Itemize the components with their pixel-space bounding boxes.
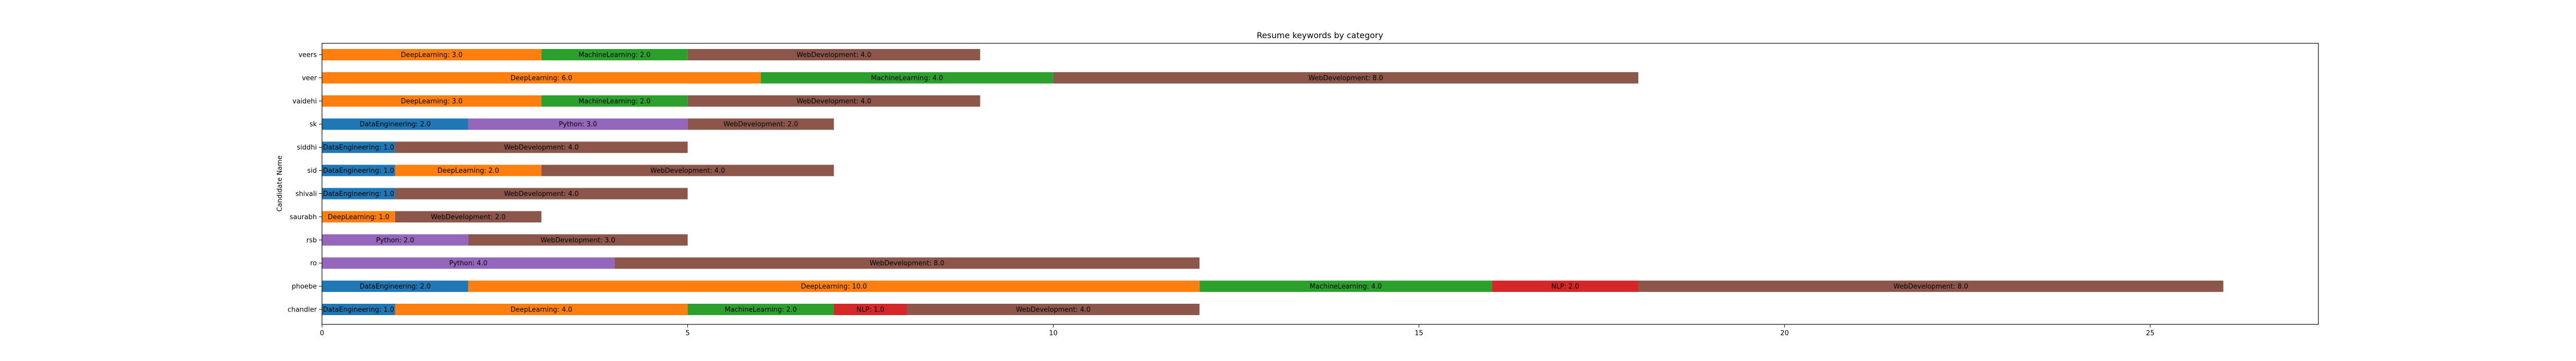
bar-segment-siddhi-webdevelopment: [395, 141, 688, 153]
bar-segment-ro-webdevelopment: [614, 257, 1200, 269]
y-tick-label-rsb: rsb: [307, 237, 317, 244]
bar-segment-chandler-webdevelopment: [907, 304, 1200, 315]
bar-segment-sid-webdevelopment: [541, 165, 834, 176]
segment-label-phoebe-machinelearning: MachineLearning: 4.0: [1310, 283, 1382, 291]
bar-segment-sk-webdevelopment: [687, 118, 834, 130]
bar-segment-rsb-webdevelopment: [468, 234, 688, 246]
bar-segment-shivali-webdevelopment: [395, 188, 688, 200]
segment-label-veers-webdevelopment: WebDevelopment: 4.0: [796, 52, 871, 59]
bar-segment-vaidehi-webdevelopment: [687, 95, 980, 107]
y-tick-label-vaidehi: vaidehi: [293, 97, 317, 105]
bar-segment-chandler-nlp: [834, 304, 907, 315]
bar-segment-chandler-dataengineering: [322, 304, 395, 315]
segment-label-vaidehi-deeplearning: DeepLearning: 3.0: [401, 97, 463, 105]
y-tick-label-shivali: shivali: [295, 190, 317, 198]
bar-segment-siddhi-dataengineering: [322, 141, 395, 153]
segment-label-saurabh-deeplearning: DeepLearning: 1.0: [328, 214, 389, 221]
bar-segment-sid-deeplearning: [395, 165, 541, 176]
bar-segment-chandler-machinelearning: [687, 304, 834, 315]
segment-label-shivali-webdevelopment: WebDevelopment: 4.0: [504, 190, 579, 198]
segment-labels-layer: DataEngineering: 1.0 DeepLearning: 4.0 Mac…: [323, 52, 1968, 314]
segment-label-chandler-deeplearning: DeepLearning: 4.0: [511, 306, 572, 314]
segment-label-ro-python: Python: 4.0: [449, 260, 487, 268]
segment-label-ro-webdevelopment: WebDevelopment: 8.0: [870, 260, 944, 268]
bars-layer: [322, 49, 2224, 315]
bar-segment-phoebe-deeplearning: [468, 281, 1200, 292]
y-tick-label-veer: veer: [302, 74, 317, 82]
y-tick-label-saurabh: saurabh: [290, 214, 317, 221]
segment-label-vaidehi-webdevelopment: WebDevelopment: 4.0: [796, 97, 871, 105]
y-tick-label-ro: ro: [310, 260, 317, 268]
y-tick-label-chandler: chandler: [287, 306, 317, 314]
segment-label-chandler-webdevelopment: WebDevelopment: 4.0: [1016, 306, 1091, 314]
segment-label-phoebe-nlp: NLP: 2.0: [1551, 283, 1579, 291]
segment-label-shivali-dataengineering: DataEngineering: 1.0: [323, 190, 394, 198]
y-axis-title: Candidate Name: [276, 156, 284, 212]
bar-segment-phoebe-dataengineering: [322, 281, 468, 292]
bar-segment-veers-webdevelopment: [687, 49, 980, 60]
x-tick-label-0: 0: [320, 330, 324, 337]
segment-label-chandler-nlp: NLP: 1.0: [857, 306, 885, 314]
bar-segment-veer-webdevelopment: [1053, 72, 1638, 84]
segment-label-phoebe-dataengineering: DataEngineering: 2.0: [360, 283, 431, 291]
bar-segment-phoebe-machinelearning: [1199, 281, 1493, 292]
bar-segment-shivali-dataengineering: [322, 188, 395, 200]
x-tick-label-10: 10: [1049, 330, 1058, 337]
bar-segment-phoebe-nlp: [1492, 281, 1638, 292]
segment-label-sk-dataengineering: DataEngineering: 2.0: [360, 121, 431, 128]
segment-label-rsb-webdevelopment: WebDevelopment: 3.0: [540, 237, 615, 244]
bar-segment-ro-python: [322, 257, 615, 269]
y-tick-label-phoebe: phoebe: [292, 283, 317, 291]
bar-segment-vaidehi-deeplearning: [322, 95, 541, 107]
bar-segment-sk-dataengineering: [322, 118, 468, 130]
segment-label-veer-deeplearning: DeepLearning: 6.0: [511, 74, 572, 82]
segment-label-phoebe-deeplearning: DeepLearning: 10.0: [801, 283, 867, 291]
y-tick-label-sid: sid: [307, 167, 317, 175]
bar-segment-sk-python: [468, 118, 688, 130]
y-tick-label-sk: sk: [310, 121, 317, 128]
segment-label-veers-machinelearning: MachineLearning: 2.0: [579, 52, 651, 59]
x-tick-label-5: 5: [686, 330, 690, 337]
x-axis-ticks: 0 5 10 15 20 25: [320, 324, 2155, 337]
bar-segment-veer-deeplearning: [322, 72, 761, 84]
segment-label-sid-dataengineering: DataEngineering: 1.0: [323, 167, 394, 175]
segment-label-veers-deeplearning: DeepLearning: 3.0: [401, 52, 463, 59]
x-tick-label-20: 20: [1781, 330, 1789, 337]
segment-label-saurabh-webdevelopment: WebDevelopment: 2.0: [431, 214, 505, 221]
bar-segment-phoebe-webdevelopment: [1638, 281, 2224, 292]
segment-label-veer-webdevelopment: WebDevelopment: 8.0: [1309, 74, 1383, 82]
bar-segment-rsb-python: [322, 234, 468, 246]
segment-label-sk-python: Python: 3.0: [559, 121, 597, 128]
bar-segment-veers-deeplearning: [322, 49, 541, 60]
segment-label-phoebe-webdevelopment: WebDevelopment: 8.0: [1893, 283, 1968, 291]
bar-segment-saurabh-deeplearning: [322, 211, 395, 223]
bar-segment-veer-machinelearning: [760, 72, 1054, 84]
bar-segment-vaidehi-machinelearning: [541, 95, 688, 107]
segment-label-siddhi-dataengineering: DataEngineering: 1.0: [323, 144, 394, 152]
y-axis-ticks: chandler phoebe ro rsb saurabh shivali sid sidd…: [287, 52, 322, 314]
segment-label-chandler-machinelearning: MachineLearning: 2.0: [725, 306, 797, 314]
y-tick-label-siddhi: siddhi: [297, 144, 317, 152]
x-tick-label-25: 25: [2146, 330, 2155, 337]
segment-label-rsb-python: Python: 2.0: [376, 237, 414, 244]
plot-frame: [321, 43, 2319, 325]
segment-label-siddhi-webdevelopment: WebDevelopment: 4.0: [504, 144, 579, 152]
segment-label-sk-webdevelopment: WebDevelopment: 2.0: [723, 121, 798, 128]
segment-label-chandler-dataengineering: DataEngineering: 1.0: [323, 306, 394, 314]
bar-segment-veers-machinelearning: [541, 49, 688, 60]
y-tick-label-veers: veers: [298, 52, 317, 59]
bar-segment-chandler-deeplearning: [395, 304, 688, 315]
bar-segment-sid-dataengineering: [322, 165, 395, 176]
chart-title: Resume keywords by category: [1257, 30, 1383, 40]
x-tick-label-15: 15: [1415, 330, 1423, 337]
segment-label-sid-deeplearning: DeepLearning: 2.0: [437, 167, 499, 175]
segment-label-veer-machinelearning: MachineLearning: 4.0: [871, 74, 943, 82]
segment-label-vaidehi-machinelearning: MachineLearning: 2.0: [579, 97, 651, 105]
segment-label-sid-webdevelopment: WebDevelopment: 4.0: [650, 167, 725, 175]
bar-segment-saurabh-webdevelopment: [395, 211, 541, 223]
